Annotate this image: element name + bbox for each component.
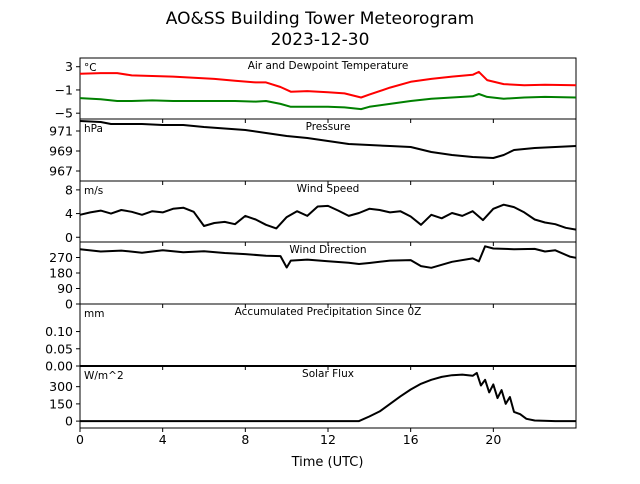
y-tick-label: 270	[49, 250, 73, 265]
x-tick-label: 8	[241, 432, 249, 447]
panel-title: Wind Direction	[289, 244, 366, 256]
y-tick-label: −1	[55, 82, 73, 97]
panel-0: 3 −1 −5 °C Air and Dewpoint Temperature	[55, 57, 577, 123]
panel-2: 8 4 0 m/s Wind Speed	[65, 180, 577, 246]
y-tick-label: 0	[65, 297, 73, 312]
panel-title: Accumulated Precipitation Since 0Z	[235, 306, 422, 318]
series-line	[79, 245, 577, 269]
unit-label: mm	[84, 308, 104, 320]
y-tick-label: 8	[65, 182, 73, 197]
x-axis-label: Time (UTC)	[291, 455, 364, 470]
y-tick-label: −5	[55, 106, 73, 121]
unit-label: W/m^2	[84, 370, 124, 382]
panels: 3 −1 −5 °C Air and Dewpoint Temperature 971 96…	[45, 57, 577, 447]
panel-title: Wind Speed	[297, 183, 360, 195]
panel-title: Air and Dewpoint Temperature	[248, 60, 409, 72]
x-tick-label: 16	[403, 432, 419, 447]
panel-4: 0.10 0.05 0.00 mm Accumulated Precipitation …	[45, 303, 577, 374]
x-tick-label: 12	[320, 432, 336, 447]
y-tick-label: 90	[57, 281, 73, 296]
series-line	[80, 371, 576, 423]
x-tick-label: 4	[159, 432, 167, 447]
y-tick-label: 967	[49, 164, 73, 179]
y-tick-label: 180	[49, 266, 73, 281]
y-tick-label: 971	[49, 124, 73, 139]
panel-5: 300 150 00 4 8 12 16 20 W/m^2 Solar Flux	[49, 365, 577, 447]
figure-title: AO&SS Building Tower Meteorogram	[166, 9, 474, 29]
y-tick-label: 150	[49, 396, 73, 411]
series-line	[79, 203, 577, 231]
x-tick-label: 20	[485, 432, 501, 447]
y-tick-label: 969	[49, 144, 73, 159]
series-line	[79, 70, 577, 99]
panel-1: 971 969 967 hPa Pressure	[49, 118, 577, 185]
y-tick-label: 0	[65, 230, 73, 245]
figure-subtitle: 2023-12-30	[271, 30, 370, 50]
y-tick-label: 300	[49, 379, 73, 394]
panel-title: Pressure	[306, 121, 351, 133]
unit-label: °C	[84, 62, 97, 74]
y-tick-label: 0	[65, 414, 73, 429]
unit-label: m/s	[84, 185, 103, 197]
series-line	[79, 120, 577, 159]
x-tick-label: 0	[76, 432, 84, 447]
panel-title: Solar Flux	[302, 368, 354, 380]
series-line	[79, 93, 577, 111]
y-tick-label: 0.05	[45, 341, 73, 356]
y-tick-label: 0.10	[45, 324, 73, 339]
y-tick-label: 4	[65, 206, 73, 221]
y-tick-label: 3	[65, 59, 73, 74]
unit-label: hPa	[84, 123, 103, 135]
y-tick-label: 0.00	[45, 359, 73, 374]
